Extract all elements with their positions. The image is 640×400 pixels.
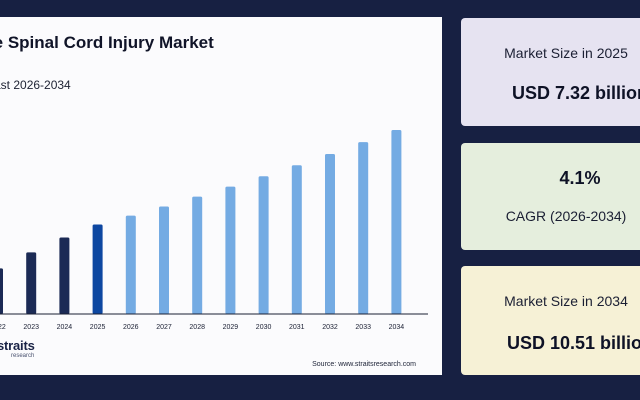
x-tick-label-2024: 2024: [57, 324, 73, 331]
bar-2027: [159, 206, 169, 314]
stat-card-cagr: 4.1% CAGR (2026-2034): [461, 143, 640, 250]
x-tick-label-2028: 2028: [189, 324, 205, 331]
x-tick-label-2034: 2034: [389, 324, 405, 331]
logo-wordmark: straits: [0, 338, 35, 353]
x-tick-label-2029: 2029: [223, 324, 239, 331]
stat-label: CAGR (2026-2034): [505, 208, 627, 224]
x-tick-label-2022: 2022: [0, 324, 6, 331]
x-tick-labels: 2022 2023 2024 2025 2026 2027 2028 2029 2030 2031…: [0, 324, 404, 331]
chart-title: te Spinal Cord Injury Market: [0, 33, 214, 52]
x-tick-label-2023: 2023: [23, 324, 39, 331]
bar-2025: [92, 224, 103, 314]
bar-2029: [225, 186, 236, 314]
bar-2033: [358, 142, 369, 314]
source-note: Source: www.straitsresearch.com: [312, 361, 416, 368]
logo-subtext: research: [11, 353, 35, 359]
chart-card: te Spinal Cord Injury Market ast 2026-20…: [0, 17, 442, 375]
bar-2024: [59, 237, 70, 314]
bar-2026: [125, 215, 136, 314]
bar-2030: [258, 176, 269, 314]
stat-label: Market Size in 2025: [504, 45, 628, 61]
x-tick-label-2033: 2033: [355, 324, 371, 331]
x-tick-label-2031: 2031: [289, 324, 305, 331]
bar-2022: [0, 268, 3, 314]
bar-2034: [391, 130, 402, 314]
stat-label: Market Size in 2034: [504, 293, 628, 309]
stat-value: USD 7.32 billion: [511, 83, 640, 103]
stat-card-market-size-2034: Market Size in 2034 USD 10.51 billion: [461, 266, 640, 375]
bar-2031: [291, 165, 302, 314]
x-tick-label-2026: 2026: [123, 324, 139, 331]
x-tick-label-2025: 2025: [90, 324, 106, 331]
x-tick-label-2027: 2027: [156, 324, 172, 331]
bar-chart: 2022 2023 2024 2025 2026 2027 2028 2029 2030 2031…: [0, 130, 428, 331]
bar-2028: [192, 196, 203, 314]
stat-value: 4.1%: [559, 168, 601, 188]
stat-value: USD 10.51 billion: [506, 333, 640, 353]
stat-card-market-size-2025: Market Size in 2025 USD 7.32 billion: [461, 18, 640, 126]
chart-subtitle: ast 2026-2034: [0, 78, 71, 92]
bar-2032: [325, 154, 335, 314]
bar-2023: [26, 252, 37, 314]
bars-group: [0, 130, 402, 314]
x-tick-label-2032: 2032: [322, 324, 338, 331]
x-tick-label-2030: 2030: [256, 324, 272, 331]
